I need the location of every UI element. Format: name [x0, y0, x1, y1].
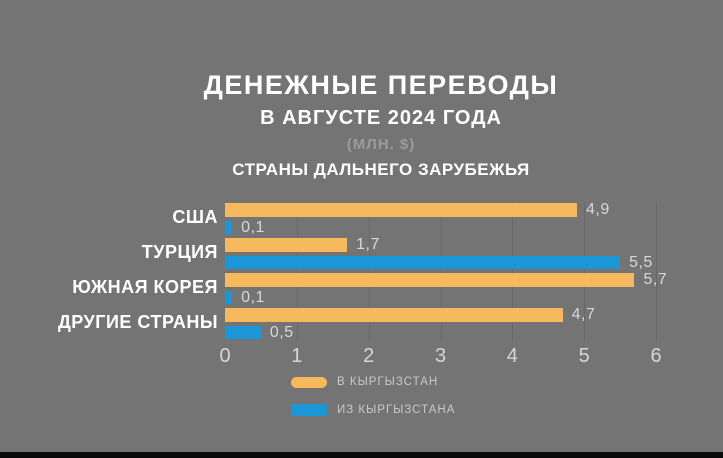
x-tick-0: 0 — [219, 345, 231, 367]
bar-in-1 — [225, 238, 348, 252]
bar-in-2 — [225, 273, 635, 287]
x-tick-5: 5 — [578, 345, 590, 367]
x-tick-3: 3 — [434, 345, 447, 367]
plot-area: 4,9 0,1 1,7 5,5 5,7 0,1 4,7 0,5 — [225, 201, 667, 342]
bar-out-0 — [225, 221, 233, 234]
bar-out-2 — [225, 291, 233, 304]
gridline-6 — [656, 202, 657, 342]
chart-title: ДЕНЕЖНЫЕ ПЕРЕВОДЫ — [203, 70, 559, 100]
x-tick-4: 4 — [506, 345, 518, 367]
x-tick-1: 1 — [291, 345, 303, 367]
category-label-2: ЮЖНАЯ КОРЕЯ — [72, 277, 218, 297]
legend-item-from-kyrgyzstan: ИЗ КЫРГЫЗСТАНА — [291, 403, 455, 417]
bar-value-label: 0,5 — [269, 323, 294, 341]
bar-out-3 — [225, 326, 261, 339]
legend-label-to-kyrgyzstan: В КЫРГЫЗСТАН — [337, 376, 439, 388]
bar-value-label: 4,9 — [585, 201, 610, 218]
bar-value-label: 0,1 — [241, 218, 265, 236]
gridline-2 — [368, 202, 370, 342]
gridline-4 — [512, 202, 514, 342]
bar-out-1 — [225, 256, 621, 269]
bar-in-3 — [225, 308, 563, 322]
category-label-1: ТУРЦИЯ — [141, 242, 218, 262]
gridline-3 — [440, 202, 442, 342]
unit-label: (МЛН. $) — [346, 136, 416, 153]
bar-value-label: 4,7 — [571, 306, 596, 323]
bar-value-label: 0,1 — [241, 288, 265, 306]
legend-swatch-orange — [291, 376, 327, 388]
chart-subtitle: В АВГУСТЕ 2024 ГОДА — [260, 107, 502, 129]
bar-value-label: 5,7 — [643, 271, 668, 288]
legend-item-to-kyrgyzstan: В КЫРГЫЗСТАН — [291, 375, 438, 389]
bottom-bar — [0, 452, 723, 458]
bar-in-0 — [225, 203, 577, 217]
section-title: СТРАНЫ ДАЛЬНЕГО ЗАРУБЕЖЬЯ — [232, 160, 530, 179]
bar-value-label: 5,5 — [629, 253, 653, 271]
legend-swatch-blue — [291, 404, 327, 416]
bar-value-label: 1,7 — [356, 236, 380, 253]
category-label-3: ДРУГИЕ СТРАНЫ — [57, 312, 218, 332]
x-tick-2: 2 — [363, 345, 375, 367]
gridline-5 — [584, 202, 586, 342]
gridline-1 — [296, 202, 298, 342]
category-label-0: США — [172, 207, 218, 227]
x-tick-6: 6 — [650, 345, 662, 367]
legend-label-from-kyrgyzstan: ИЗ КЫРГЫЗСТАНА — [337, 404, 456, 416]
